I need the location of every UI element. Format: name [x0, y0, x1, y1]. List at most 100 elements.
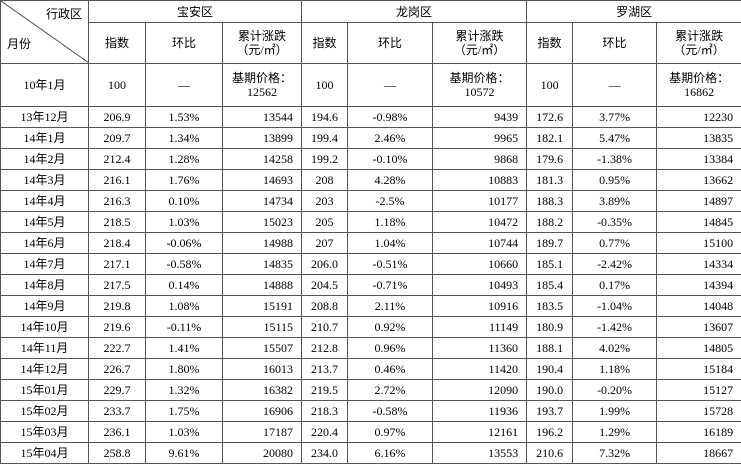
- table-row: 10年1月 100— 基期价格： 12562 100— 基期价格： 10572 100— 基期价…: [0, 63, 741, 107]
- month-cell: 10年1月: [0, 63, 89, 107]
- table-row: 指数 环比 累计涨跌 （元/㎡） 指数 环比 累计涨跌 （元/㎡） 指数 环比 累计涨跌 （元/㎡）: [1, 22, 741, 64]
- index-cell: 208: [301, 169, 349, 191]
- index-cell: 189.7: [526, 232, 574, 254]
- price-cell: 12090: [432, 379, 528, 401]
- price-cell: 10883: [432, 169, 528, 191]
- index-cell: 220.4: [301, 421, 349, 443]
- index-cell: 258.8: [88, 442, 146, 464]
- price-cell: 14048: [656, 295, 741, 317]
- price-cell: 14805: [656, 337, 741, 359]
- month-cell: 15年04月: [0, 442, 89, 464]
- base-price-value: 12562: [247, 85, 278, 99]
- change-cell: 7.32%: [572, 442, 658, 464]
- index-cell: 188.1: [526, 337, 574, 359]
- price-cell: 15507: [221, 337, 303, 359]
- change-cell: 4.28%: [347, 169, 434, 191]
- column-header: 指数: [88, 22, 146, 64]
- index-cell: 100: [301, 63, 349, 107]
- change-cell: -0.58%: [347, 400, 434, 422]
- price-cell: 14334: [656, 253, 741, 275]
- base-price-cell: 基期价格： 16862: [656, 63, 741, 107]
- table-row: 14年3月 216.1 1.76% 14693 208 4.28% 10883 181.3 0.…: [0, 169, 741, 191]
- index-cell: 229.7: [88, 379, 146, 401]
- price-cell: 11936: [432, 400, 528, 422]
- month-cell: 14年1月: [0, 127, 89, 149]
- month-cell: 14年5月: [0, 211, 89, 233]
- change-cell: 0.96%: [347, 337, 434, 359]
- change-cell: —: [145, 63, 223, 107]
- price-cell: 16013: [221, 358, 303, 380]
- index-cell: 188.3: [526, 190, 574, 212]
- month-cell: 14年2月: [0, 148, 89, 170]
- column-header: 指数: [526, 22, 574, 64]
- column-header-line: （元/㎡）: [673, 43, 725, 57]
- price-cell: 13662: [656, 169, 741, 191]
- table-row: 14年2月 212.4 1.28% 14258 199.2 -0.10% 9868 179.6…: [0, 148, 741, 170]
- index-cell: 210.6: [526, 442, 574, 464]
- index-cell: 179.6: [526, 148, 574, 170]
- change-cell: 6.16%: [347, 442, 434, 464]
- change-cell: —: [347, 63, 434, 107]
- index-cell: 233.7: [88, 400, 146, 422]
- price-cell: 13899: [221, 127, 303, 149]
- index-cell: 188.2: [526, 211, 574, 233]
- index-cell: 234.0: [301, 442, 349, 464]
- change-cell: -0.71%: [347, 274, 434, 296]
- index-cell: 194.6: [301, 106, 349, 128]
- change-cell: 1.18%: [572, 358, 658, 380]
- index-cell: 218.5: [88, 211, 146, 233]
- change-cell: 3.89%: [572, 190, 658, 212]
- index-cell: 203: [301, 190, 349, 212]
- price-cell: 10493: [432, 274, 528, 296]
- table-row: 14年7月 217.1 -0.58% 14835 206.0 -0.51% 10660 185…: [0, 253, 741, 275]
- base-price-value: 10572: [464, 85, 495, 99]
- change-cell: 1.99%: [572, 400, 658, 422]
- change-cell: 1.34%: [145, 127, 223, 149]
- price-cell: 12230: [656, 106, 741, 128]
- change-cell: -0.20%: [572, 379, 658, 401]
- index-cell: 217.5: [88, 274, 146, 296]
- index-cell: 217.1: [88, 253, 146, 275]
- price-cell: 15023: [221, 211, 303, 233]
- price-cell: 15127: [656, 379, 741, 401]
- diagonal: [1, 1, 88, 63]
- price-cell: 11149: [432, 316, 528, 338]
- month-cell: 15年03月: [0, 421, 89, 443]
- change-cell: -0.58%: [145, 253, 223, 275]
- index-cell: 218.4: [88, 232, 146, 254]
- table-row: 14年4月 216.3 0.10% 14734 203 -2.5% 10177 188.3 3.…: [0, 190, 741, 212]
- base-price-label: 基期价格：: [669, 71, 730, 85]
- change-cell: -0.10%: [347, 148, 434, 170]
- index-cell: 208.8: [301, 295, 349, 317]
- price-cell: 14693: [221, 169, 303, 191]
- change-cell: 3.77%: [572, 106, 658, 128]
- index-cell: 218.3: [301, 400, 349, 422]
- price-cell: 16382: [221, 379, 303, 401]
- base-price-label: 基期价格：: [232, 71, 293, 85]
- index-cell: 100: [88, 63, 146, 107]
- month-cell: 14年9月: [0, 295, 89, 317]
- table-row: 14年10月 219.6 -0.11% 15115 210.7 0.92% 11149 180…: [0, 316, 741, 338]
- change-cell: 0.10%: [145, 190, 223, 212]
- base-price-cell: 基期价格： 10572: [432, 63, 528, 107]
- price-cell: 20080: [221, 442, 303, 464]
- price-cell: 15728: [656, 400, 741, 422]
- column-header-line: 累计涨跌: [455, 29, 504, 43]
- change-cell: 0.77%: [572, 232, 658, 254]
- index-cell: 183.5: [526, 295, 574, 317]
- price-cell: 18667: [656, 442, 741, 464]
- change-cell: 2.11%: [347, 295, 434, 317]
- column-header: 环比: [347, 22, 434, 64]
- index-cell: 213.7: [301, 358, 349, 380]
- change-cell: 1.75%: [145, 400, 223, 422]
- price-cell: 13553: [432, 442, 528, 464]
- base-price-value: 16862: [684, 85, 715, 99]
- change-cell: 1.03%: [145, 421, 223, 443]
- price-table: 行政区 月份 宝安区 龙岗区 罗湖区 指数 环比 累计涨跌 （元/㎡） 指数 环比 累计涨跌 （元/㎡）…: [0, 0, 741, 464]
- price-cell: 9965: [432, 127, 528, 149]
- index-cell: 190.0: [526, 379, 574, 401]
- index-cell: 190.4: [526, 358, 574, 380]
- column-header: 累计涨跌 （元/㎡）: [432, 22, 528, 64]
- price-cell: 14734: [221, 190, 303, 212]
